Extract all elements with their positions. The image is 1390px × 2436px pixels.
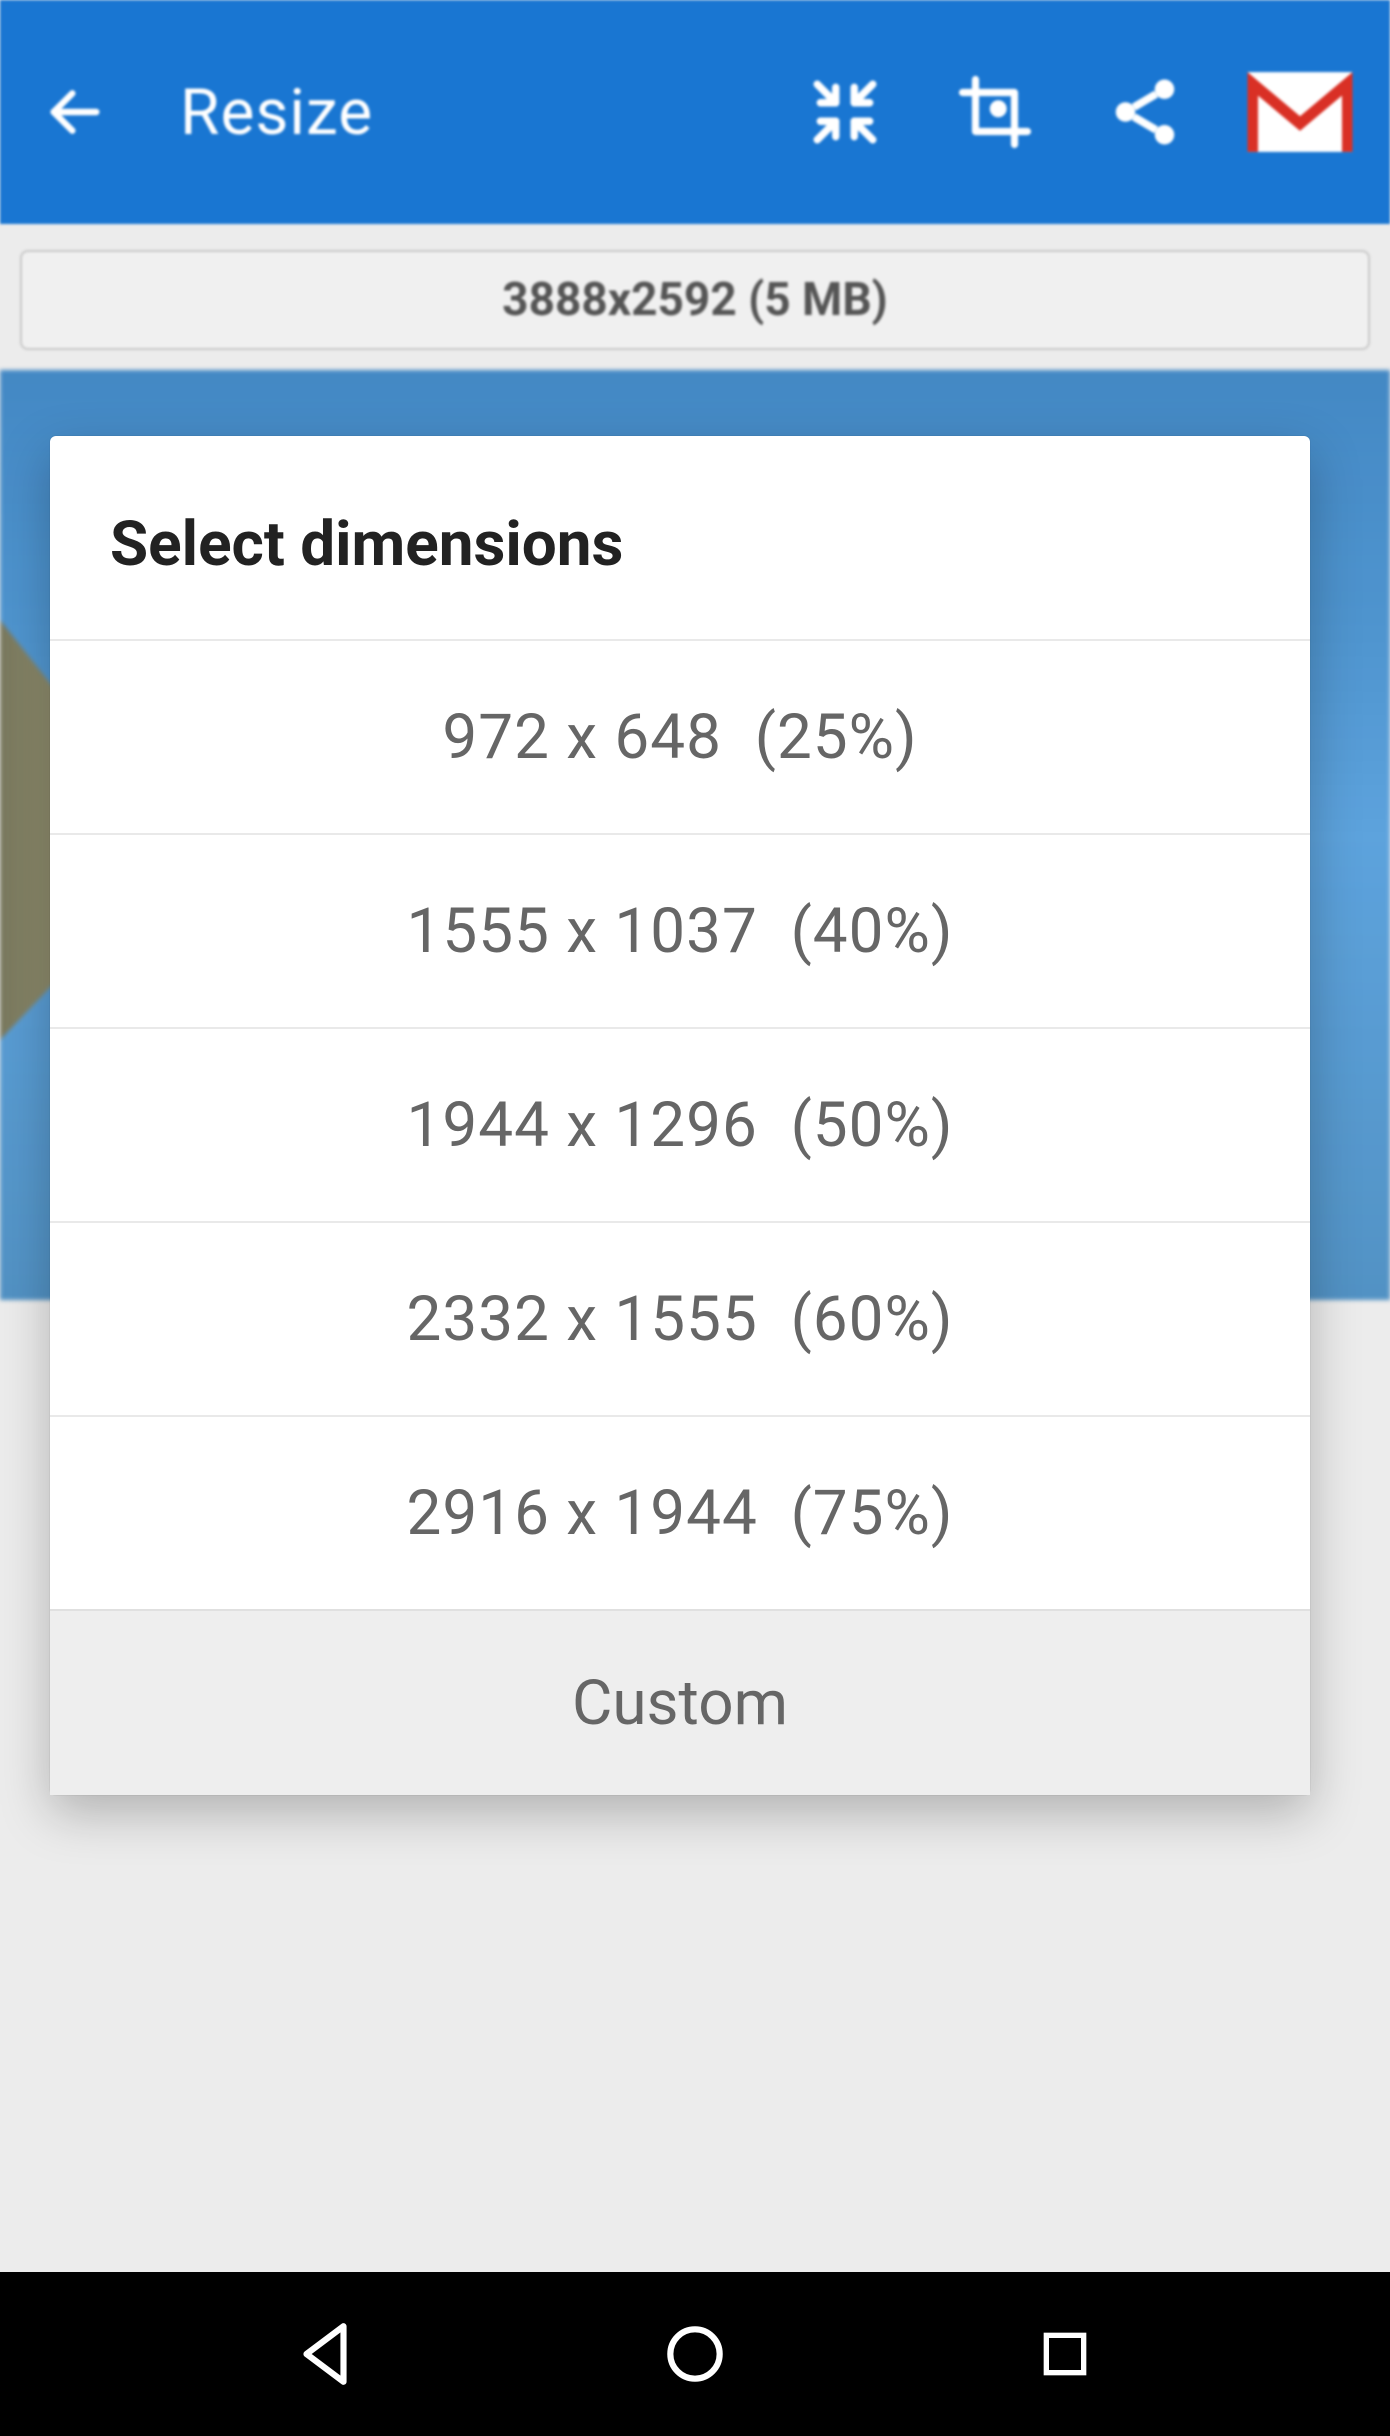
share-button[interactable] <box>1090 73 1200 151</box>
dimension-option-50[interactable]: 1944 x 1296 (50%) <box>50 1027 1310 1221</box>
phone-frame: Resize <box>0 0 1390 2436</box>
custom-dimension-button[interactable]: Custom <box>50 1609 1310 1795</box>
gmail-icon <box>1245 70 1355 154</box>
select-dimensions-dialog: Select dimensions 972 x 648 (25%) 1555 x… <box>50 436 1310 1795</box>
nav-back-icon <box>288 2317 362 2391</box>
app-screen: Resize <box>0 0 1390 2272</box>
nav-recent-button[interactable] <box>995 2272 1135 2436</box>
dimension-option-40[interactable]: 1555 x 1037 (40%) <box>50 833 1310 1027</box>
back-button[interactable] <box>30 80 120 144</box>
image-info-bar: 3888x2592 (5 MB) <box>20 250 1370 350</box>
dimension-option-60[interactable]: 2332 x 1555 (60%) <box>50 1221 1310 1415</box>
nav-home-icon <box>658 2317 732 2391</box>
gmail-button[interactable] <box>1240 67 1360 157</box>
nav-recent-icon <box>1033 2322 1097 2386</box>
custom-label: Custom <box>572 1667 788 1740</box>
crop-button[interactable] <box>940 73 1050 151</box>
dimension-option-75[interactable]: 2916 x 1944 (75%) <box>50 1415 1310 1609</box>
arrow-left-icon <box>43 80 107 144</box>
share-icon <box>1106 73 1184 151</box>
crop-icon <box>956 73 1034 151</box>
system-nav-bar <box>0 2272 1390 2436</box>
nav-home-button[interactable] <box>625 2272 765 2436</box>
image-info-text: 3888x2592 (5 MB) <box>502 273 888 327</box>
compress-icon <box>808 75 882 149</box>
dialog-title: Select dimensions <box>50 436 1310 639</box>
compress-button[interactable] <box>790 75 900 149</box>
dimension-option-25[interactable]: 972 x 648 (25%) <box>50 639 1310 833</box>
nav-back-button[interactable] <box>255 2272 395 2436</box>
app-bar: Resize <box>0 0 1390 224</box>
app-bar-title: Resize <box>180 75 373 150</box>
